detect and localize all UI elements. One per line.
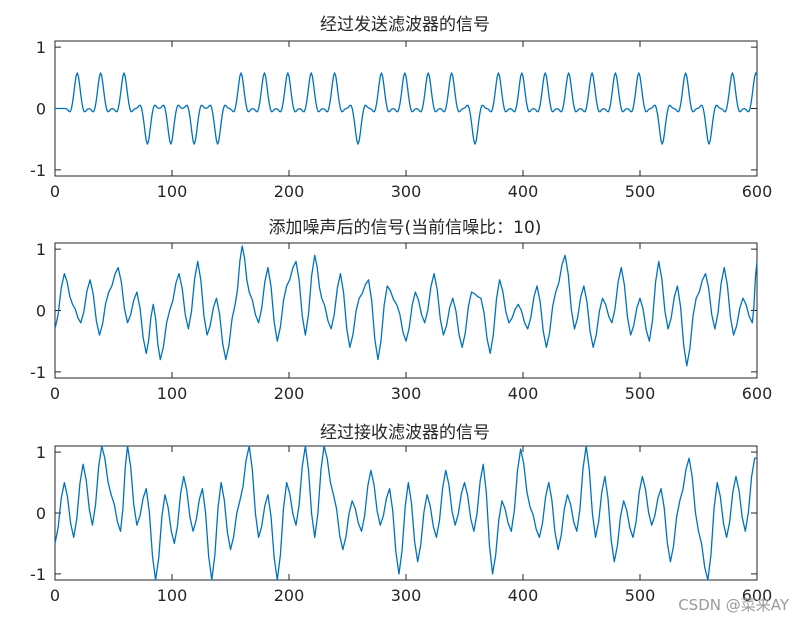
y-tick-label: 0 [36,100,46,119]
x-tick-label: 500 [625,586,656,605]
x-tick-label: 500 [625,182,656,201]
y-tick-label: -1 [30,565,46,584]
x-tick-label: 200 [274,182,305,201]
y-tick-label: 0 [36,504,46,523]
x-tick-label: 100 [157,384,188,403]
axes-box [54,445,758,581]
x-tick-label: 0 [50,586,60,605]
y-tick-label: 1 [36,443,46,462]
x-tick-label: 500 [625,384,656,403]
x-tick-label: 100 [157,182,188,201]
x-tick-label: 600 [742,182,773,201]
subplot-receive-filter: 经过接收滤波器的信号 0 100 200 300 400 500 600-101 [30,423,772,605]
series-line [55,72,758,145]
tick-labels: 0 100 200 300 400 500 600-101 [30,240,772,403]
tick-labels: 0 100 200 300 400 500 600-101 [30,443,772,605]
y-tick-label: -1 [30,161,46,180]
x-tick-label: 400 [508,182,539,201]
ticks [54,446,758,580]
x-tick-label: 300 [391,384,422,403]
x-tick-label: 100 [157,586,188,605]
x-tick-label: 300 [391,586,422,605]
x-tick-label: 400 [508,384,539,403]
subplot-title: 添加噪声后的信号(当前信噪比：10) [269,218,542,238]
series-line [54,245,758,367]
x-tick-label: 0 [50,384,60,403]
subplot-title: 经过发送滤波器的信号 [320,15,490,35]
x-tick-label: 600 [742,586,773,605]
x-tick-label: 600 [742,384,773,403]
x-tick-label: 0 [50,182,60,201]
y-tick-label: -1 [30,363,46,382]
watermark: CSDN @菜来AY [678,596,789,614]
ticks [54,243,758,378]
y-tick-label: 0 [36,302,46,321]
tick-labels: 0 100 200 300 400 500 600-101 [30,38,772,201]
x-tick-label: 200 [274,586,305,605]
y-tick-label: 1 [36,240,46,259]
y-tick-label: 1 [36,38,46,57]
x-tick-label: 300 [391,182,422,201]
subplot-transmit-filter: 经过发送滤波器的信号 0 100 200 300 400 500 600-101 [30,15,772,201]
x-tick-label: 200 [274,384,305,403]
subplot-noisy: 添加噪声后的信号(当前信噪比：10) 0 100 200 300 400 500 600 -1… [30,218,772,403]
series-line [54,445,757,581]
x-tick-label: 400 [508,586,539,605]
subplot-title: 经过接收滤波器的信号 [320,423,490,443]
